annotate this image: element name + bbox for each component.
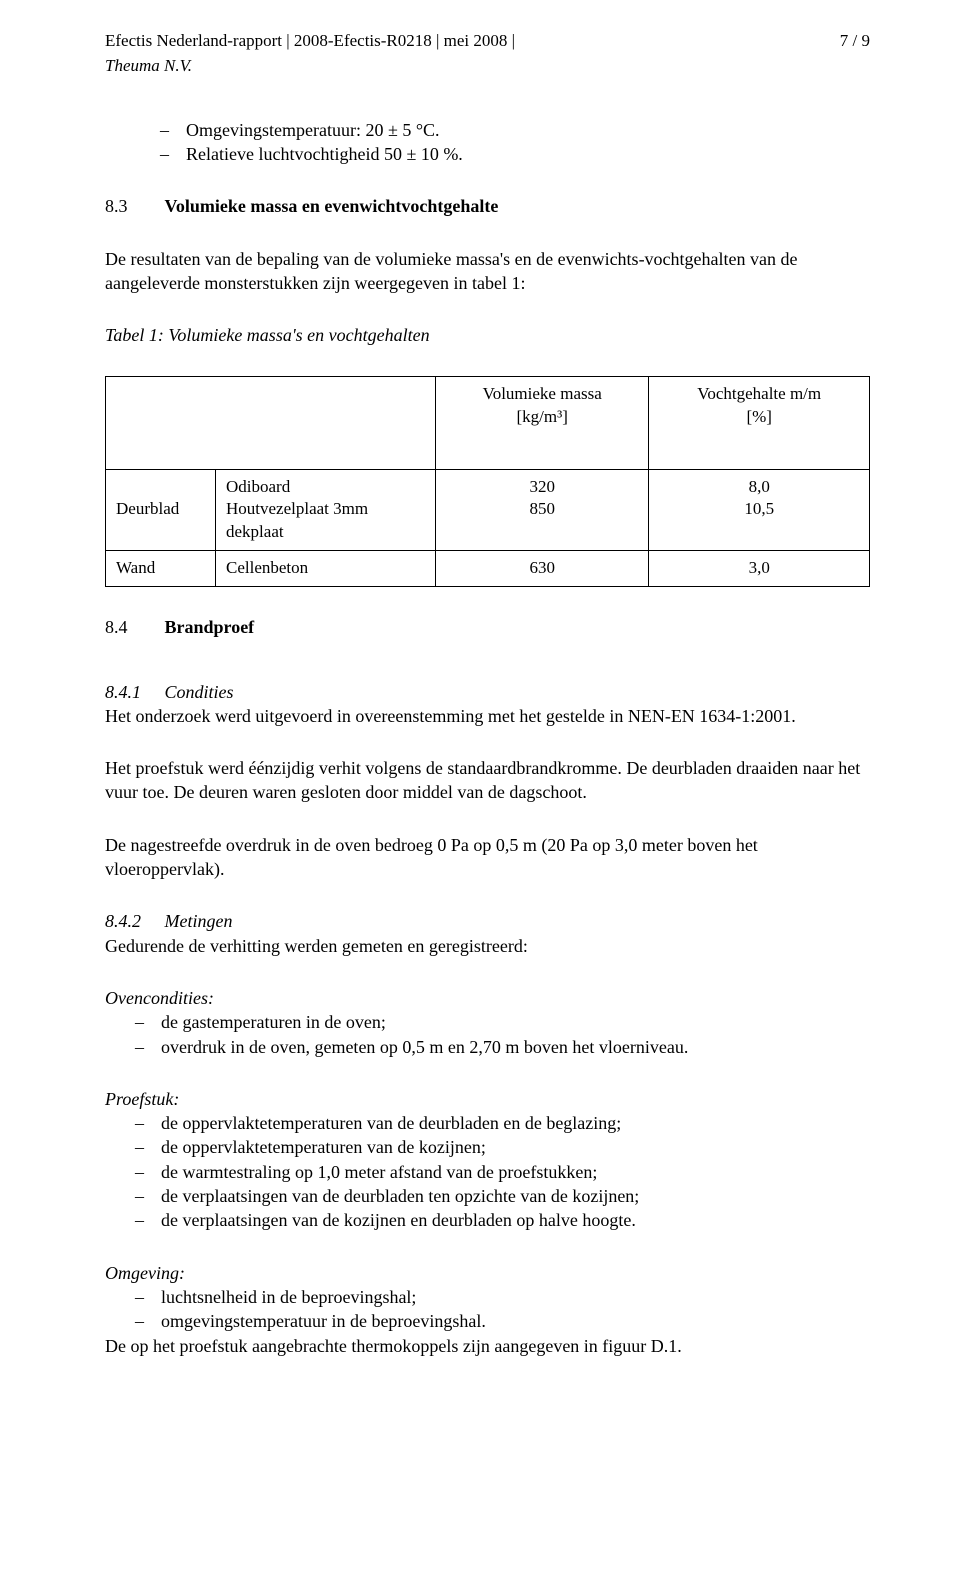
header-company: Theuma N.V. bbox=[105, 55, 870, 78]
section-title: Brandproef bbox=[165, 617, 255, 637]
bullet-list: de gastemperaturen in de oven; overdruk … bbox=[135, 1010, 870, 1059]
list-item: de oppervlaktetemperaturen van de deurbl… bbox=[135, 1111, 870, 1135]
list-item: Relatieve luchtvochtigheid 50 ± 10 %. bbox=[160, 142, 870, 166]
list-heading: Ovencondities: bbox=[105, 986, 870, 1010]
value: 850 bbox=[446, 498, 638, 521]
value-cell: 630 bbox=[436, 551, 649, 587]
subsection-heading-8-4-2: 8.4.2 Metingen bbox=[105, 909, 870, 933]
subsection-title: Condities bbox=[165, 682, 234, 702]
subsection-number: 8.4.1 bbox=[105, 680, 160, 704]
list-item: omgevingstemperatuur in de beproevingsha… bbox=[135, 1309, 870, 1333]
paragraph: De op het proefstuk aangebrachte thermok… bbox=[105, 1334, 870, 1358]
row-label: Deurblad bbox=[106, 469, 216, 551]
subsection-number: 8.4.2 bbox=[105, 909, 160, 933]
paragraph: De nagestreefde overdruk in de oven bedr… bbox=[105, 833, 870, 882]
col-header-moisture: Vochtgehalte m/m[%] bbox=[697, 384, 821, 426]
row-materials: Cellenbeton bbox=[216, 551, 436, 587]
table-header-empty bbox=[106, 376, 436, 469]
list-item: Omgevingstemperatuur: 20 ± 5 °C. bbox=[160, 118, 870, 142]
list-item: overdruk in de oven, gemeten op 0,5 m en… bbox=[135, 1035, 870, 1059]
section-heading-8-4: 8.4 Brandproef bbox=[105, 615, 870, 639]
table-header-row: Volumieke massa[kg/m³] Vochtgehalte m/m[… bbox=[106, 376, 870, 469]
section-heading-8-3: 8.3 Volumieke massa en evenwichtvochtgeh… bbox=[105, 194, 870, 218]
bullet-list: luchtsnelheid in de beproevingshal; omge… bbox=[135, 1285, 870, 1334]
header-page-number: 7 / 9 bbox=[840, 30, 870, 53]
list-item: de gastemperaturen in de oven; bbox=[135, 1010, 870, 1034]
value-cell: 8,0 10,5 bbox=[649, 469, 870, 551]
section-number: 8.4 bbox=[105, 615, 160, 639]
material-line: Odiboard bbox=[226, 476, 425, 499]
data-table: Volumieke massa[kg/m³] Vochtgehalte m/m[… bbox=[105, 376, 870, 588]
bullet-list: de oppervlaktetemperaturen van de deurbl… bbox=[135, 1111, 870, 1232]
list-heading: Proefstuk: bbox=[105, 1087, 870, 1111]
table-header-cell: Vochtgehalte m/m[%] bbox=[649, 376, 870, 469]
material-line: Houtvezelplaat 3mm dekplaat bbox=[226, 498, 425, 544]
list-item: de verplaatsingen van de kozijnen en deu… bbox=[135, 1208, 870, 1232]
list-item: de oppervlaktetemperaturen van de kozijn… bbox=[135, 1135, 870, 1159]
section-title: Volumieke massa en evenwichtvochtgehalte bbox=[165, 196, 499, 216]
value-cell: 320 850 bbox=[436, 469, 649, 551]
paragraph: Gedurende de verhitting werden gemeten e… bbox=[105, 934, 870, 958]
paragraph: De resultaten van de bepaling van de vol… bbox=[105, 247, 870, 296]
value: 8,0 bbox=[659, 476, 859, 499]
col-header-mass: Volumieke massa[kg/m³] bbox=[483, 384, 602, 426]
table-row: Deurblad Odiboard Houtvezelplaat 3mm dek… bbox=[106, 469, 870, 551]
table-row: Wand Cellenbeton 630 3,0 bbox=[106, 551, 870, 587]
paragraph: Het proefstuk werd éénzijdig verhit volg… bbox=[105, 756, 870, 805]
subsection-heading-8-4-1: 8.4.1 Condities bbox=[105, 680, 870, 704]
value: 10,5 bbox=[659, 498, 859, 521]
intro-bullet-list: Omgevingstemperatuur: 20 ± 5 °C. Relatie… bbox=[160, 118, 870, 167]
row-materials: Odiboard Houtvezelplaat 3mm dekplaat bbox=[216, 469, 436, 551]
table-caption: Tabel 1: Volumieke massa's en vochtgehal… bbox=[105, 323, 870, 347]
report-header: Efectis Nederland-rapport | 2008-Efectis… bbox=[105, 30, 870, 53]
list-item: luchtsnelheid in de beproevingshal; bbox=[135, 1285, 870, 1309]
header-left: Efectis Nederland-rapport | 2008-Efectis… bbox=[105, 30, 515, 53]
list-item: de verplaatsingen van de deurbladen ten … bbox=[135, 1184, 870, 1208]
subsection-title: Metingen bbox=[165, 911, 233, 931]
table-header-cell: Volumieke massa[kg/m³] bbox=[436, 376, 649, 469]
paragraph: Het onderzoek werd uitgevoerd in overeen… bbox=[105, 704, 870, 728]
list-item: de warmtestraling op 1,0 meter afstand v… bbox=[135, 1160, 870, 1184]
row-label: Wand bbox=[106, 551, 216, 587]
section-number: 8.3 bbox=[105, 194, 160, 218]
value-cell: 3,0 bbox=[649, 551, 870, 587]
value: 320 bbox=[446, 476, 638, 499]
list-heading: Omgeving: bbox=[105, 1261, 870, 1285]
